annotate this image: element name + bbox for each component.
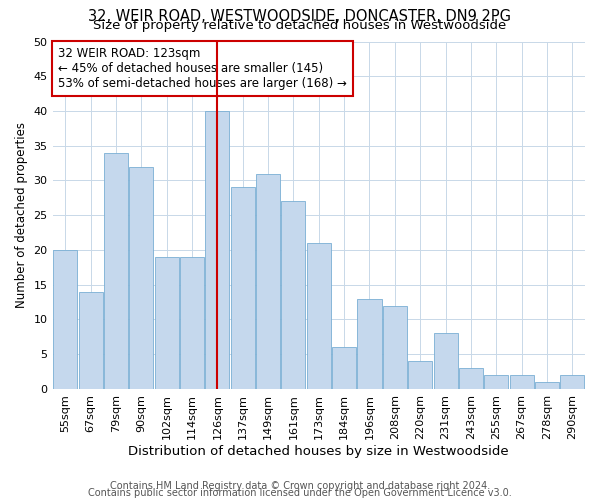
Bar <box>408 361 432 389</box>
Bar <box>560 375 584 389</box>
Bar <box>332 348 356 389</box>
Bar <box>205 111 229 389</box>
Text: 32, WEIR ROAD, WESTWOODSIDE, DONCASTER, DN9 2PG: 32, WEIR ROAD, WESTWOODSIDE, DONCASTER, … <box>89 9 511 24</box>
Bar <box>155 257 179 389</box>
Bar <box>484 375 508 389</box>
Bar <box>53 250 77 389</box>
Bar <box>358 298 382 389</box>
Bar <box>434 334 458 389</box>
Bar <box>383 306 407 389</box>
Bar <box>281 202 305 389</box>
Bar <box>104 152 128 389</box>
Y-axis label: Number of detached properties: Number of detached properties <box>15 122 28 308</box>
Bar <box>230 188 255 389</box>
Bar <box>307 243 331 389</box>
Bar <box>509 375 533 389</box>
Bar <box>180 257 204 389</box>
Text: Contains public sector information licensed under the Open Government Licence v3: Contains public sector information licen… <box>88 488 512 498</box>
Bar <box>459 368 483 389</box>
Text: Contains HM Land Registry data © Crown copyright and database right 2024.: Contains HM Land Registry data © Crown c… <box>110 481 490 491</box>
Text: 32 WEIR ROAD: 123sqm
← 45% of detached houses are smaller (145)
53% of semi-deta: 32 WEIR ROAD: 123sqm ← 45% of detached h… <box>58 46 347 90</box>
Bar <box>256 174 280 389</box>
Bar <box>129 166 154 389</box>
Bar <box>535 382 559 389</box>
Text: Size of property relative to detached houses in Westwoodside: Size of property relative to detached ho… <box>94 18 506 32</box>
Bar <box>79 292 103 389</box>
X-axis label: Distribution of detached houses by size in Westwoodside: Distribution of detached houses by size … <box>128 444 509 458</box>
